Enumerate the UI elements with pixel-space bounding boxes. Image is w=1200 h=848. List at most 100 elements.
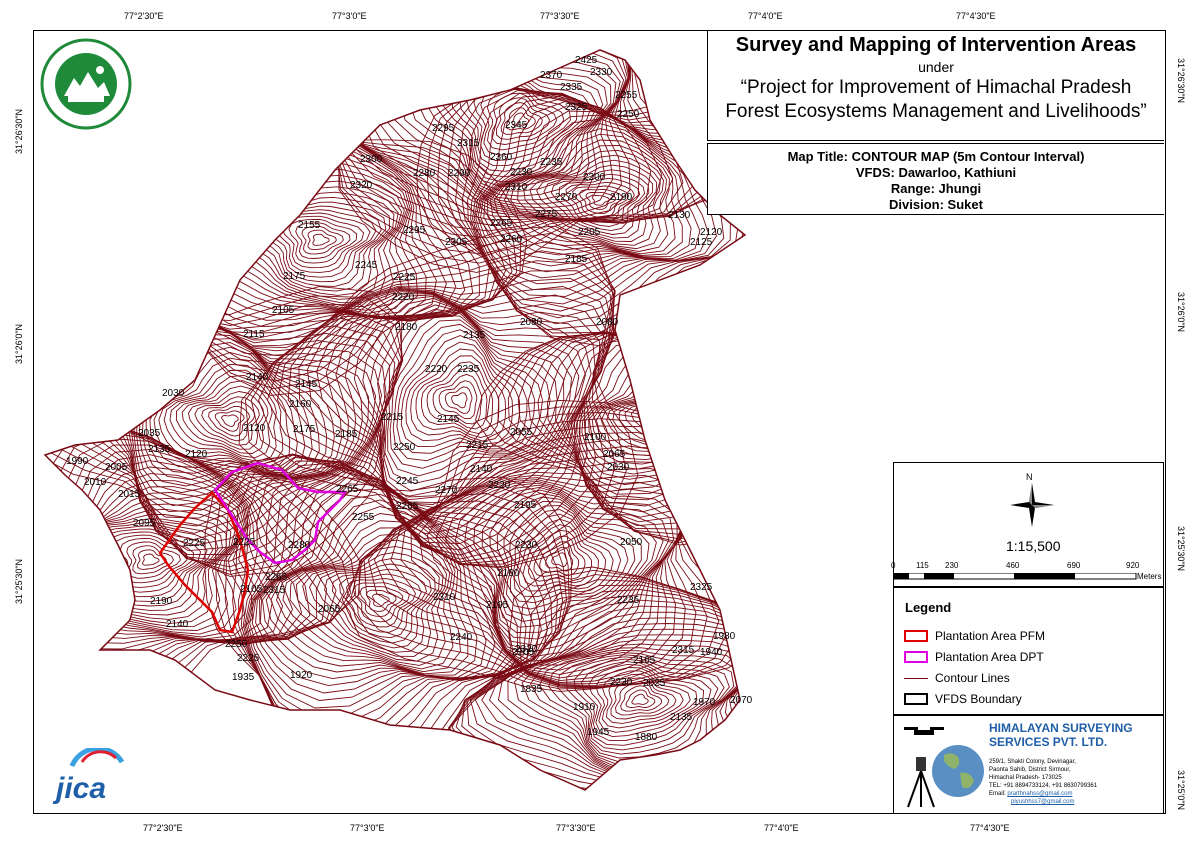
contour-line [137, 549, 167, 570]
coord-bottom-2: 77°3'0"E [350, 823, 385, 833]
contour-label: 2070 [730, 695, 753, 706]
contour-label: 2230 [610, 677, 633, 688]
contour-line [664, 412, 696, 430]
contour-label: 2345 [505, 120, 528, 131]
contour-line [276, 520, 461, 673]
contour-label: 1920 [290, 670, 313, 681]
contour-label: 2050 [620, 537, 643, 548]
contour-label: 2030 [162, 388, 185, 399]
contour-line [618, 385, 728, 454]
company-email-2[interactable]: piyushhss7@gmail.com [1011, 799, 1075, 805]
contour-line [578, 188, 623, 215]
contour-line [265, 506, 478, 676]
contour-label: 2360 [490, 152, 513, 163]
contour-label: 2145 [295, 379, 318, 390]
contour-label: 2370 [540, 70, 563, 81]
contour-label: 2305 [445, 237, 468, 248]
title-block: Survey and Mapping of Intervention Areas… [707, 31, 1164, 141]
contour-line [498, 133, 683, 256]
contour-label: 2015 [118, 489, 141, 500]
contour-line [400, 50, 625, 205]
contour-line [289, 533, 451, 666]
contour-line [362, 297, 580, 505]
contour-line [426, 477, 688, 666]
drone-survey-icon [904, 727, 984, 808]
contour-label: 2030 [607, 462, 630, 473]
contour-label: 2320 [350, 180, 373, 191]
contour-label: 1835 [520, 684, 543, 695]
contour-label: 2190 [150, 596, 173, 607]
contour-line [126, 541, 181, 579]
contour-line [204, 454, 573, 781]
contour-label: 2005 [105, 462, 128, 473]
contour-label: 2135 [463, 330, 486, 341]
contour-line [493, 128, 692, 258]
contour-label: 2055 [510, 427, 533, 438]
contour-label: 2280 [288, 540, 311, 551]
company-name-line-2: SERVICES PVT. LTD. [989, 735, 1108, 749]
contour-line [274, 212, 371, 273]
contour-label: 2080 [596, 317, 619, 328]
contour-label: 2230 [510, 167, 533, 178]
plantation-area-pfm [158, 491, 250, 634]
contour-label: 2270 [435, 485, 458, 496]
contour-label: 2215 [466, 440, 489, 451]
contour-label: 1990 [66, 456, 89, 467]
contour-line [548, 652, 735, 759]
contour-line [270, 513, 469, 675]
contour-line [529, 159, 658, 242]
contour-label: 2175 [283, 271, 306, 282]
contour-line [396, 329, 528, 454]
contour-label: 2295 [403, 225, 426, 236]
contour-label: 2250 [225, 639, 248, 650]
contour-line [601, 670, 691, 729]
company-address-line-2: Paonta Sahib, District Sirmour, [989, 767, 1071, 773]
scale-tick-920: 920 [1126, 561, 1140, 570]
contour-line [316, 557, 436, 649]
contour-line [339, 573, 422, 633]
contour-line [451, 584, 745, 790]
company-address-line-3: Himachal Pradesh- 173025 [989, 775, 1062, 781]
contour-line [507, 331, 745, 535]
contour-line [312, 233, 330, 246]
company-name-line-1: HIMALAYAN SURVEYING [989, 721, 1133, 735]
legend-swatch-vfds [904, 693, 928, 705]
coord-top-2: 77°3'0"E [332, 11, 367, 21]
company-email-1[interactable]: prarthnahss@gmail.com [1007, 791, 1073, 797]
north-label: N [1026, 472, 1033, 482]
contour-line [509, 509, 622, 604]
contour-line [481, 489, 657, 633]
contour-label: 2105 [240, 584, 263, 595]
contour-line [651, 406, 707, 437]
contour-line [383, 309, 558, 484]
contour-label: 2105 [272, 305, 295, 316]
contour-label: 2220 [392, 292, 415, 303]
contour-label: 2230 [515, 540, 538, 551]
contour-label: 2265 [396, 501, 419, 512]
contour-label: 2260 [500, 234, 523, 245]
coord-top-1: 77°2'30"E [124, 11, 164, 21]
contour-line [132, 545, 174, 575]
coord-bottom-4: 77°4'0"E [764, 823, 799, 833]
contour-label: 2280 [413, 168, 436, 179]
contour-line [45, 492, 242, 631]
company-email-2-row: piyushhss7@gmail.com [989, 798, 1097, 806]
contour-line [522, 524, 599, 587]
contour-line [224, 453, 567, 767]
contour-label: 2140 [470, 464, 493, 475]
contour-label: 1980 [713, 631, 736, 642]
contour-line [250, 241, 616, 565]
contour-line [513, 513, 614, 598]
contour-line [325, 291, 601, 535]
coord-bottom-1: 77°2'30"E [143, 823, 183, 833]
scale-unit: Meters [1137, 572, 1162, 581]
contour-line [523, 154, 661, 246]
contour-line [517, 331, 745, 530]
contour-line [215, 453, 570, 772]
contour-line [573, 658, 719, 746]
map-info-block: Map Title: CONTOUR MAP (5m Contour Inter… [707, 143, 1164, 215]
contour-label: 2275 [535, 209, 558, 220]
contour-label: 2065 [603, 449, 626, 460]
contour-label: 2200 [583, 172, 606, 183]
company-address-line-1: 259/1, Shakti Colony, Devinagar, [989, 759, 1076, 765]
